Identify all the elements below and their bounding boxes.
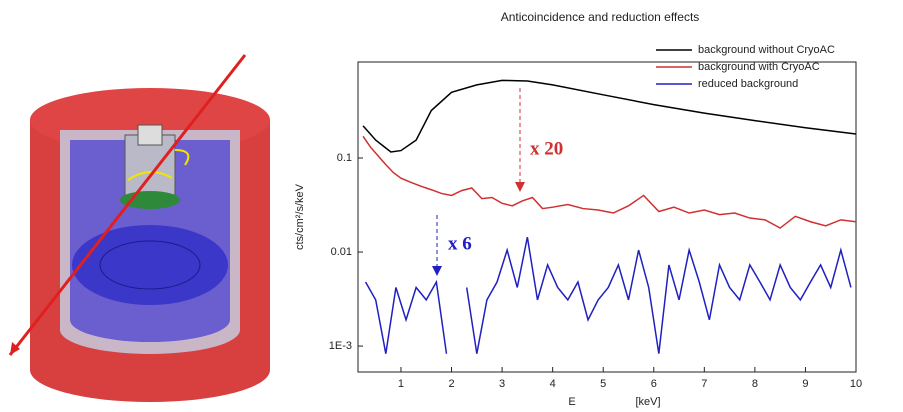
data-line <box>362 135 857 229</box>
x-tick-label: 1 <box>398 378 404 390</box>
detector-illustration <box>8 54 270 402</box>
x-tick-label: 4 <box>550 378 556 390</box>
x-axis-unit: [keV] <box>635 396 660 408</box>
x-tick-label: 6 <box>651 378 657 390</box>
y-tick-label: 1E-3 <box>329 340 352 352</box>
x-tick-label: 5 <box>600 378 606 390</box>
plot-frame <box>357 61 857 373</box>
legend-label: reduced background <box>698 78 798 90</box>
x-tick-label: 9 <box>802 378 808 390</box>
x-tick-label: 8 <box>752 378 758 390</box>
x-tick-label: 10 <box>850 378 862 390</box>
arrow-head <box>432 266 442 276</box>
chart-title: Anticoincidence and reduction effects <box>501 10 700 24</box>
x-tick-label: 2 <box>448 378 454 390</box>
x-tick-label: 3 <box>499 378 505 390</box>
x-axis-label: E <box>568 396 575 408</box>
y-tick-label: 0.01 <box>331 246 352 258</box>
data-line <box>362 79 857 153</box>
data-line <box>364 237 852 354</box>
y-axis-label: cts/cm²/s/keV <box>294 183 306 250</box>
legend-label: background with CryoAC <box>698 61 820 73</box>
legend-label: background without CryoAC <box>698 44 835 56</box>
x-tick-label: 7 <box>701 378 707 390</box>
annotation: x 20 <box>530 138 563 159</box>
annotation: x 6 <box>448 233 472 254</box>
y-tick-label: 0.1 <box>337 152 352 164</box>
arrow-head <box>515 182 525 192</box>
